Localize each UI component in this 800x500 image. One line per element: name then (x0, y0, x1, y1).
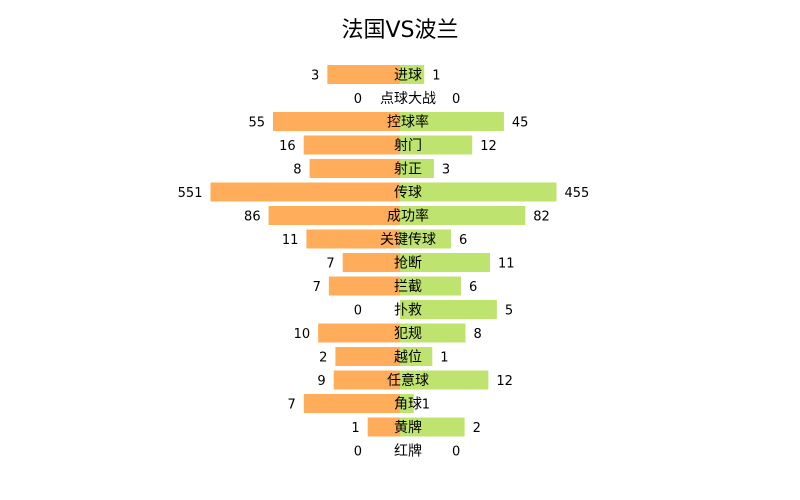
value-label-left: 55 (248, 116, 265, 131)
bar-right-13 (400, 370, 489, 390)
category-label: 射门 (394, 138, 422, 154)
value-label-left: 7 (288, 398, 296, 413)
value-label-right: 12 (480, 139, 497, 154)
category-label: 红牌 (394, 443, 422, 460)
value-label-left: 10 (294, 327, 311, 342)
value-label-left: 0 (354, 445, 362, 460)
bar-right-15 (400, 417, 465, 437)
bar-right-11 (400, 323, 466, 343)
value-label-left: 2 (319, 351, 327, 366)
bar-right-2 (400, 112, 504, 131)
bar-left-5 (210, 182, 400, 202)
bar-left-3 (303, 135, 400, 155)
bar-right-3 (400, 135, 473, 155)
value-label-right: 6 (459, 233, 467, 248)
value-label-right: 6 (469, 280, 477, 295)
bar-left-6 (268, 206, 400, 225)
category-label: 控球率 (387, 114, 429, 131)
bar-right-10 (400, 300, 497, 319)
bar-left-0 (327, 65, 400, 84)
bars-group (210, 65, 557, 437)
bar-left-9 (328, 276, 400, 296)
bar-right-7 (400, 229, 452, 249)
bar-right-0 (400, 65, 425, 84)
category-label: 拦截 (394, 279, 422, 295)
bar-left-15 (367, 417, 400, 437)
category-label: 传球 (394, 185, 422, 201)
value-label-left: 9 (317, 374, 325, 389)
value-label-right: 455 (564, 186, 589, 201)
value-label-left: 8 (293, 163, 301, 178)
value-label-right: 0 (452, 445, 460, 460)
value-label-left: 7 (313, 280, 321, 295)
value-label-left: 11 (282, 233, 299, 248)
value-label-left: 0 (354, 304, 362, 319)
category-label: 扑救 (394, 303, 422, 319)
bar-left-8 (342, 253, 400, 272)
value-label-right: 2 (473, 421, 481, 436)
category-label: 角球 (394, 397, 422, 413)
value-label-right: 0 (452, 92, 460, 107)
category-label: 成功率 (387, 208, 429, 225)
bar-right-8 (400, 253, 491, 272)
value-label-right: 1 (422, 398, 430, 413)
chart-title: 法国VS波兰 (341, 18, 458, 43)
category-label: 黄牌 (394, 419, 422, 436)
category-label: 任意球 (387, 372, 429, 389)
value-label-left: 3 (311, 69, 319, 84)
bar-right-6 (400, 206, 526, 225)
value-label-left: 7 (326, 257, 334, 272)
value-label-left: 86 (244, 210, 261, 225)
value-label-left: 551 (178, 186, 203, 201)
bar-right-5 (400, 182, 557, 202)
category-label: 射正 (394, 162, 422, 178)
value-label-right: 82 (533, 210, 550, 225)
bar-left-12 (335, 347, 400, 366)
value-label-right: 1 (432, 69, 440, 84)
category-label: 越位 (394, 350, 422, 366)
bar-right-4 (400, 159, 434, 178)
bar-right-14 (400, 394, 414, 413)
bar-left-13 (333, 370, 400, 390)
category-label: 点球大战 (380, 91, 436, 107)
value-label-right: 3 (442, 163, 450, 178)
category-label: 关键传球 (380, 232, 436, 248)
category-label: 犯规 (394, 326, 422, 342)
value-label-left: 0 (354, 92, 362, 107)
value-label-right: 1 (440, 351, 448, 366)
value-label-right: 45 (512, 116, 529, 131)
bar-left-4 (309, 159, 400, 178)
value-label-right: 12 (496, 374, 513, 389)
value-label-right: 11 (498, 257, 515, 272)
bar-left-2 (272, 112, 400, 131)
value-label-left: 1 (351, 421, 359, 436)
bar-left-11 (318, 323, 400, 343)
bar-right-9 (400, 276, 461, 296)
value-label-left: 16 (279, 139, 296, 154)
bar-right-12 (400, 347, 433, 366)
value-label-right: 8 (473, 327, 481, 342)
bar-left-7 (306, 229, 400, 249)
bar-left-14 (303, 394, 400, 413)
category-label: 进球 (394, 68, 422, 84)
value-label-right: 5 (505, 304, 513, 319)
category-label: 抢断 (394, 255, 422, 272)
